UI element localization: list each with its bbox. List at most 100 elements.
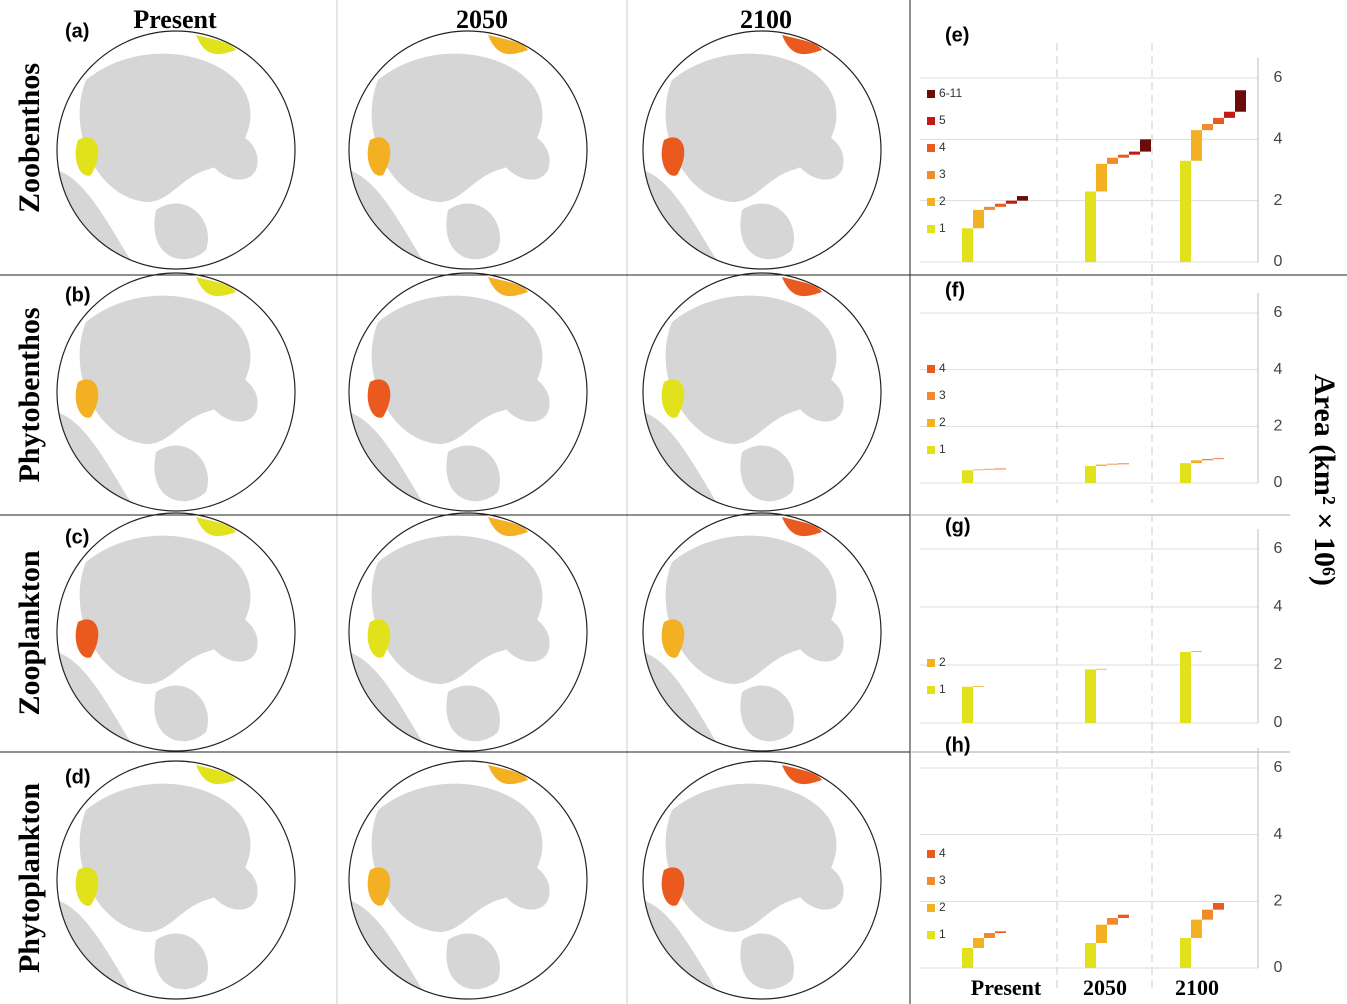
patch [76, 619, 99, 657]
figure: Area (km² × 10⁶) Present20502100Zoobenth… [0, 0, 1347, 1004]
legend-swatch [927, 877, 935, 885]
legend-label: 1 [939, 927, 946, 941]
legend-swatch [927, 171, 935, 179]
bar-segment [1129, 152, 1140, 155]
panel-label: (d) [65, 766, 91, 788]
bar-segment [1202, 459, 1213, 460]
patch [662, 137, 685, 175]
legend-label: 1 [939, 221, 946, 235]
patch [76, 867, 99, 905]
legend-label: 4 [939, 140, 946, 154]
legend-swatch [927, 686, 935, 694]
map [349, 31, 587, 269]
legend-swatch [927, 659, 935, 667]
legend-label: 2 [939, 415, 946, 429]
patch [662, 379, 685, 417]
land [782, 857, 844, 909]
legend-label: 2 [939, 900, 946, 914]
land [782, 127, 844, 179]
map [57, 761, 295, 999]
panel-label: (e) [945, 24, 969, 46]
bar-segment [1224, 112, 1235, 118]
panel-label: (a) [65, 20, 89, 42]
land [372, 784, 543, 932]
x-tick-label: 2050 [1083, 975, 1127, 1000]
land [154, 686, 208, 742]
panel-label: (f) [945, 279, 965, 301]
legend-swatch [927, 365, 935, 373]
bar-segment [1191, 920, 1202, 938]
bar-segment [995, 204, 1006, 207]
land [666, 54, 837, 202]
y-tick-label: 0 [1274, 714, 1283, 731]
bar-segment [1085, 466, 1096, 483]
legend-swatch [927, 225, 935, 233]
land [666, 296, 837, 444]
land [196, 609, 258, 661]
bar-segment [1096, 164, 1107, 192]
panel-label: (h) [945, 734, 971, 756]
bar-segment [1107, 464, 1118, 465]
land [782, 609, 844, 661]
legend-label: 2 [939, 655, 946, 669]
bar-segment [1085, 669, 1096, 723]
land [488, 127, 550, 179]
patch [368, 867, 391, 905]
legend-label: 1 [939, 682, 946, 696]
legend-swatch [927, 144, 935, 152]
bar-segment [1118, 463, 1129, 464]
bar-segment [1107, 918, 1118, 925]
patch [662, 619, 685, 657]
patch [662, 867, 685, 905]
bar-segment [984, 469, 995, 470]
patch [368, 137, 391, 175]
y-tick-label: 4 [1274, 131, 1283, 148]
y-tick-label: 2 [1274, 656, 1283, 673]
legend-swatch [927, 198, 935, 206]
legend-label: 3 [939, 167, 946, 181]
legend-swatch [927, 392, 935, 400]
legend-label: 6-11 [939, 86, 962, 100]
legend-label: 2 [939, 194, 946, 208]
land [372, 54, 543, 202]
row-label: Phytoplankton [13, 783, 46, 973]
patch [76, 137, 99, 175]
bar-segment [1213, 118, 1224, 124]
bar-segment [1191, 651, 1202, 652]
bar-segment [1118, 155, 1129, 158]
bar-segment [995, 931, 1006, 933]
y-axis-label: Area (km² × 10⁶) [1308, 374, 1341, 586]
y-tick-label: 0 [1274, 253, 1283, 270]
map [349, 273, 587, 511]
patch [76, 379, 99, 417]
legend-swatch [927, 117, 935, 125]
land [740, 934, 794, 990]
bar-segment [1180, 938, 1191, 968]
bar-segment [1180, 463, 1191, 483]
bar-segment [962, 687, 973, 723]
y-tick-label: 4 [1274, 826, 1283, 843]
land [196, 857, 258, 909]
bar-segment [984, 207, 995, 210]
land [488, 369, 550, 421]
land [488, 857, 550, 909]
land [154, 204, 208, 260]
bar-segment [1096, 925, 1107, 943]
bar-segment [1096, 669, 1107, 670]
y-tick-label: 2 [1274, 192, 1283, 209]
patch [368, 619, 391, 657]
bar-segment [1085, 191, 1096, 262]
bar-segment [1180, 652, 1191, 723]
map [643, 761, 881, 999]
legend-label: 5 [939, 113, 946, 127]
column-header: 2100 [740, 5, 792, 34]
land [446, 446, 500, 502]
land [372, 536, 543, 684]
land [446, 686, 500, 742]
map [349, 761, 587, 999]
y-tick-label: 6 [1274, 540, 1283, 557]
map [349, 513, 587, 751]
land [196, 127, 258, 179]
column-header: 2050 [456, 5, 508, 34]
legend-swatch [927, 904, 935, 912]
